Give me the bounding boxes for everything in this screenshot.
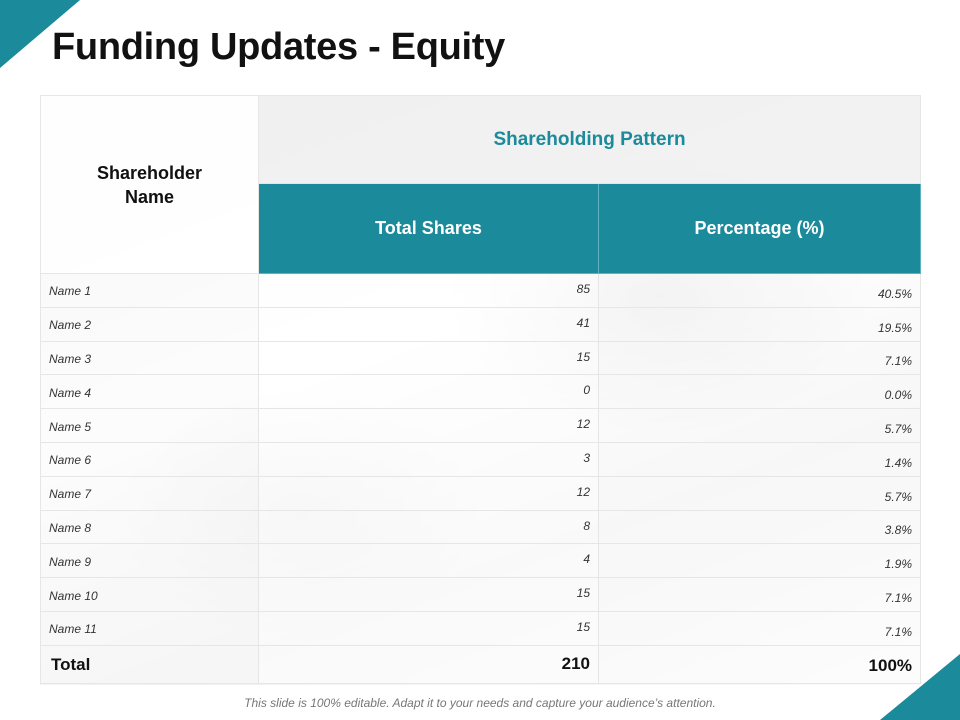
total-shares-cell: 15	[258, 577, 599, 612]
header-shareholder-name: Shareholder Name	[40, 95, 259, 274]
total-row: Total 210 100%	[40, 644, 922, 684]
table-row: Name 8 8 3.8%	[40, 509, 922, 545]
total-shares-cell: 12	[258, 408, 599, 443]
table-row: Name 4 0 0.0%	[40, 374, 922, 410]
table-row: Name 1 85 40.5%	[40, 273, 922, 308]
total-shares-cell: 85	[258, 273, 599, 308]
total-label: Total	[40, 644, 259, 684]
percentage-cell: 1.4%	[597, 441, 922, 477]
shareholder-name-cell: Name 1	[40, 273, 259, 308]
percentage-cell: 1.9%	[597, 543, 922, 579]
table-row: Name 2 41 19.5%	[40, 306, 922, 342]
percentage-cell: 7.1%	[597, 610, 922, 646]
shareholder-name-cell: Name 3	[40, 340, 259, 376]
percentage-cell: 7.1%	[597, 577, 922, 612]
shareholder-name-cell: Name 8	[40, 509, 259, 545]
total-shares-cell: 0	[258, 374, 599, 410]
header-shareholding-pattern: Shareholding Pattern	[257, 95, 922, 184]
shareholder-name-cell: Name 2	[40, 306, 259, 342]
total-percentage-value: 100%	[597, 644, 922, 684]
equity-table: Shareholder Name Shareholding Pattern To…	[40, 95, 922, 684]
percentage-cell: 5.7%	[597, 408, 922, 443]
percentage-cell: 7.1%	[597, 340, 922, 376]
shareholder-name-cell: Name 9	[40, 543, 259, 579]
table-row: Name 11 15 7.1%	[40, 610, 922, 646]
shareholder-name-cell: Name 7	[40, 475, 259, 511]
table-row: Name 7 12 5.7%	[40, 475, 922, 511]
table-row: Name 5 12 5.7%	[40, 408, 922, 443]
total-shares-cell: 4	[258, 543, 599, 579]
table-row: Name 9 4 1.9%	[40, 543, 922, 579]
shareholder-name-cell: Name 6	[40, 441, 259, 477]
shareholder-name-cell: Name 11	[40, 610, 259, 646]
total-shares-cell: 15	[258, 340, 599, 376]
total-shares-cell: 3	[258, 441, 599, 477]
percentage-cell: 5.7%	[597, 475, 922, 511]
header-percentage: Percentage (%)	[597, 183, 922, 274]
table-row: Name 6 3 1.4%	[40, 441, 922, 477]
header-total-shares: Total Shares	[258, 183, 599, 274]
total-shares-cell: 15	[258, 610, 599, 646]
total-shares-cell: 12	[258, 475, 599, 511]
shareholder-name-cell: Name 5	[40, 408, 259, 443]
percentage-cell: 19.5%	[597, 306, 922, 342]
total-shares-cell: 41	[258, 306, 599, 342]
total-shares-value: 210	[258, 644, 599, 684]
total-shares-cell: 8	[258, 509, 599, 545]
shareholder-name-cell: Name 4	[40, 374, 259, 410]
table-row: Name 3 15 7.1%	[40, 340, 922, 376]
percentage-cell: 3.8%	[597, 509, 922, 545]
page-title: Funding Updates - Equity	[52, 26, 505, 68]
percentage-cell: 0.0%	[597, 374, 922, 410]
corner-accent-top-left	[0, 0, 80, 68]
shareholder-name-cell: Name 10	[40, 577, 259, 612]
percentage-cell: 40.5%	[597, 273, 922, 308]
table-row: Name 10 15 7.1%	[40, 577, 922, 612]
footer-note: This slide is 100% editable. Adapt it to…	[244, 696, 716, 710]
